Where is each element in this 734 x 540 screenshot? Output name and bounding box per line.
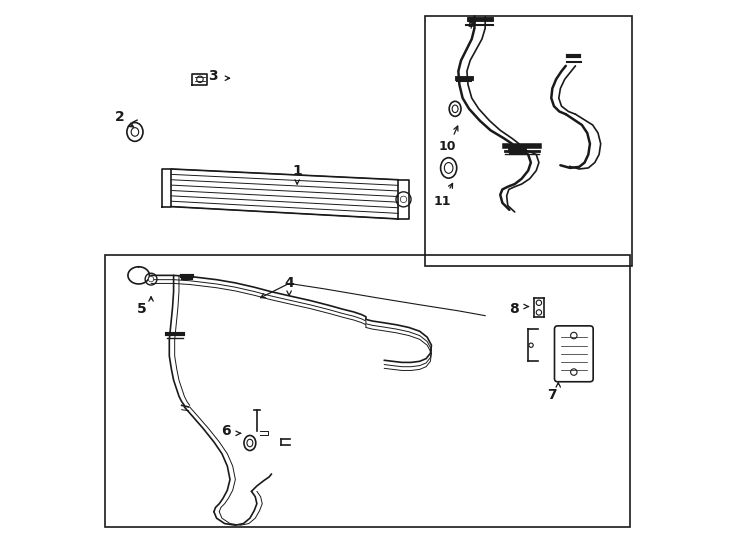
Text: 3: 3 bbox=[208, 69, 217, 83]
Text: 10: 10 bbox=[439, 140, 457, 153]
Bar bbox=[425, 16, 632, 266]
Circle shape bbox=[400, 196, 407, 202]
Text: 6: 6 bbox=[222, 424, 231, 438]
Text: 1: 1 bbox=[292, 164, 302, 178]
Text: 4: 4 bbox=[284, 276, 294, 291]
Text: 8: 8 bbox=[509, 302, 518, 316]
Text: 9: 9 bbox=[466, 16, 476, 30]
Text: 7: 7 bbox=[548, 388, 557, 402]
Circle shape bbox=[148, 276, 153, 282]
Bar bbox=[105, 255, 631, 527]
Text: 11: 11 bbox=[434, 195, 451, 208]
Text: 5: 5 bbox=[137, 302, 146, 316]
Text: 2: 2 bbox=[115, 110, 125, 124]
